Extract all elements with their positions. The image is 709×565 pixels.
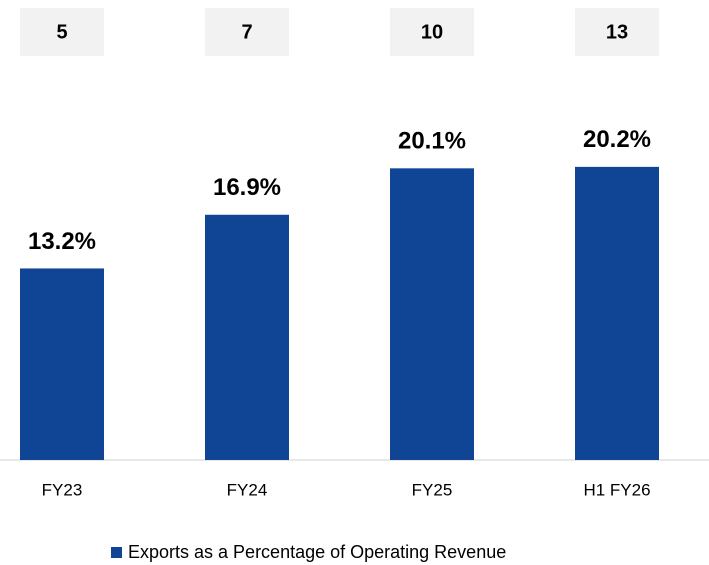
annotation: 7 bbox=[241, 21, 252, 43]
bar bbox=[390, 168, 474, 461]
annotation-box bbox=[575, 8, 659, 56]
annotation-box bbox=[20, 8, 104, 56]
value-label: 16.9% bbox=[213, 174, 281, 201]
x-tick-label: FY24 bbox=[227, 480, 268, 499]
bar bbox=[205, 214, 289, 460]
annotation: 13 bbox=[606, 21, 628, 43]
value-label: 20.1% bbox=[398, 128, 466, 155]
value-label: 13.2% bbox=[28, 228, 96, 255]
annotation-box bbox=[205, 8, 289, 56]
x-tick-label: FY25 bbox=[412, 480, 453, 499]
x-tick-label: FY23 bbox=[42, 480, 83, 499]
bar bbox=[575, 166, 659, 461]
value-label: 20.2% bbox=[583, 126, 651, 153]
bar bbox=[20, 268, 104, 460]
legend-swatch bbox=[111, 547, 122, 558]
legend-label: Exports as a Percentage of Operating Rev… bbox=[128, 542, 506, 562]
x-tick-label: H1 FY26 bbox=[583, 480, 650, 499]
annotation: 10 bbox=[421, 21, 443, 43]
annotation-box bbox=[390, 8, 474, 56]
annotation: 5 bbox=[56, 21, 67, 43]
